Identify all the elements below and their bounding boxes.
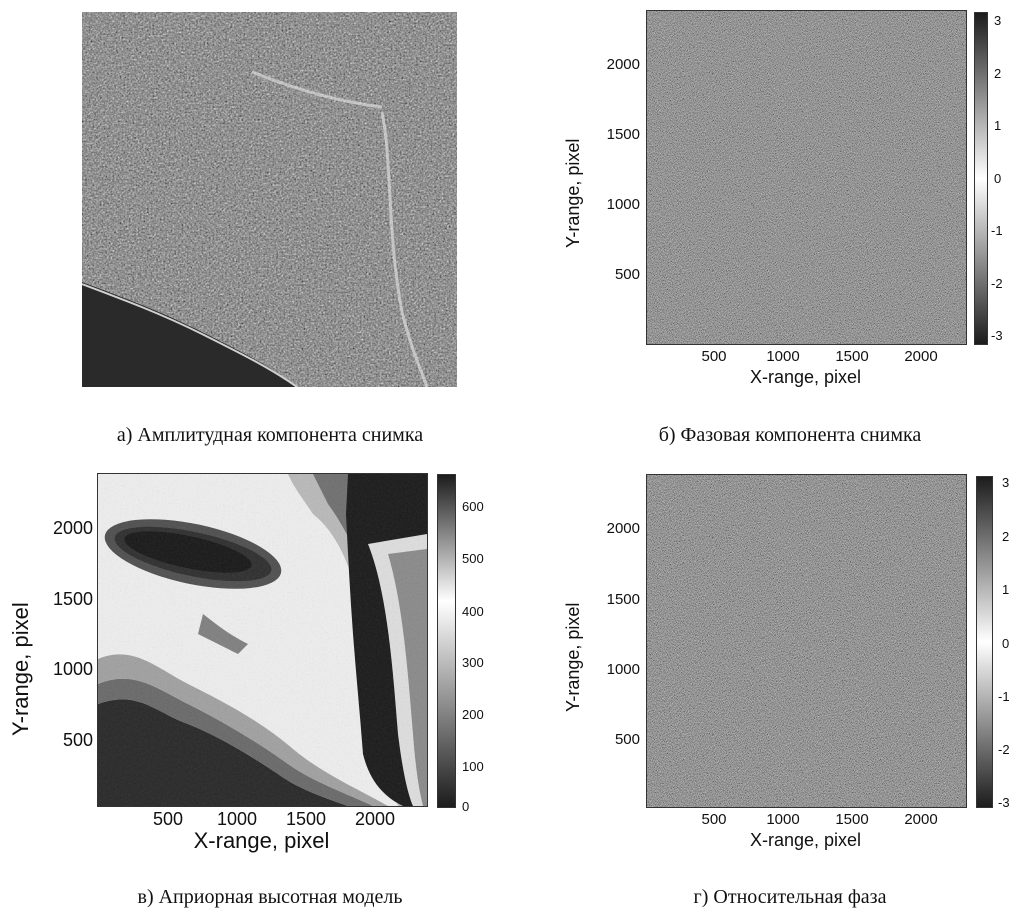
y-tick: 500 bbox=[62, 730, 93, 750]
x-tick: 1500 bbox=[835, 348, 869, 365]
colorbar-tick: 300 bbox=[462, 655, 484, 670]
x-tick: 500 bbox=[701, 811, 727, 828]
x-tick: 2000 bbox=[904, 348, 938, 365]
elevation-image bbox=[97, 473, 428, 807]
colorbar-tick: -1 bbox=[998, 689, 1010, 704]
colorbar-tick: 2 bbox=[994, 66, 1002, 81]
y-tick: 500 bbox=[614, 266, 640, 283]
colorbar-tick: -2 bbox=[991, 276, 1003, 291]
x-tick: 2000 bbox=[354, 809, 396, 829]
y-tick: 500 bbox=[614, 731, 640, 748]
relative-phase-image bbox=[646, 474, 967, 808]
colorbar-tick: 3 bbox=[994, 13, 1002, 28]
colorbar-tick: 0 bbox=[994, 171, 1002, 186]
colorbar-tick: 0 bbox=[462, 799, 470, 814]
x-tick: 500 bbox=[152, 809, 184, 829]
relative-phase-colorbar bbox=[976, 476, 993, 808]
y-tick: 1000 bbox=[52, 659, 93, 679]
colorbar-tick: -2 bbox=[998, 742, 1010, 757]
colorbar-tick: 500 bbox=[462, 551, 484, 566]
colorbar-tick: 3 bbox=[1002, 475, 1010, 490]
colorbar-tick: 200 bbox=[462, 707, 484, 722]
y-tick: 2000 bbox=[606, 56, 640, 73]
x-tick: 1000 bbox=[766, 348, 800, 365]
colorbar-tick: 600 bbox=[462, 499, 484, 514]
y-tick: 1500 bbox=[606, 591, 640, 608]
amplitude-image bbox=[82, 12, 457, 387]
x-tick: 1500 bbox=[835, 811, 869, 828]
x-axis-label: X-range, pixel bbox=[749, 830, 862, 850]
colorbar-tick: -3 bbox=[998, 795, 1010, 810]
caption-relative-phase: г) Относительная фаза bbox=[693, 886, 887, 908]
x-tick: 500 bbox=[701, 348, 727, 365]
x-tick: 1000 bbox=[766, 811, 800, 828]
x-axis-label: X-range, pixel bbox=[749, 367, 862, 387]
y-axis-label: Y-range, pixel bbox=[563, 602, 583, 712]
y-tick: 1500 bbox=[52, 589, 93, 609]
colorbar-tick: 0 bbox=[1002, 636, 1010, 651]
y-tick: 2000 bbox=[606, 520, 640, 537]
colorbar-tick: 100 bbox=[462, 759, 484, 774]
caption-elevation: в) Априорная высотная модель bbox=[137, 886, 403, 908]
y-tick: 1000 bbox=[606, 196, 640, 213]
y-axis-label: Y-range, pixel bbox=[8, 602, 33, 736]
phase-image bbox=[646, 10, 967, 345]
colorbar-tick: -1 bbox=[991, 223, 1003, 238]
caption-phase: б) Фазовая компонента снимка bbox=[658, 424, 922, 446]
colorbar-tick: -3 bbox=[991, 328, 1003, 343]
colorbar-tick: 1 bbox=[994, 118, 1002, 133]
x-tick: 2000 bbox=[904, 811, 938, 828]
x-tick: 1000 bbox=[216, 809, 258, 829]
elevation-colorbar bbox=[437, 474, 456, 808]
phase-colorbar bbox=[974, 12, 988, 345]
y-tick: 2000 bbox=[52, 518, 93, 538]
colorbar-tick: 2 bbox=[1002, 529, 1010, 544]
y-tick: 1000 bbox=[606, 661, 640, 678]
x-tick: 1500 bbox=[285, 809, 327, 829]
colorbar-tick: 1 bbox=[1002, 582, 1010, 597]
y-axis-label: Y-range, pixel bbox=[563, 138, 583, 248]
caption-amplitude: а) Амплитудная компонента снимка bbox=[116, 424, 424, 446]
y-tick: 1500 bbox=[606, 126, 640, 143]
x-axis-label: X-range, pixel bbox=[193, 828, 330, 853]
colorbar-tick: 400 bbox=[462, 604, 484, 619]
